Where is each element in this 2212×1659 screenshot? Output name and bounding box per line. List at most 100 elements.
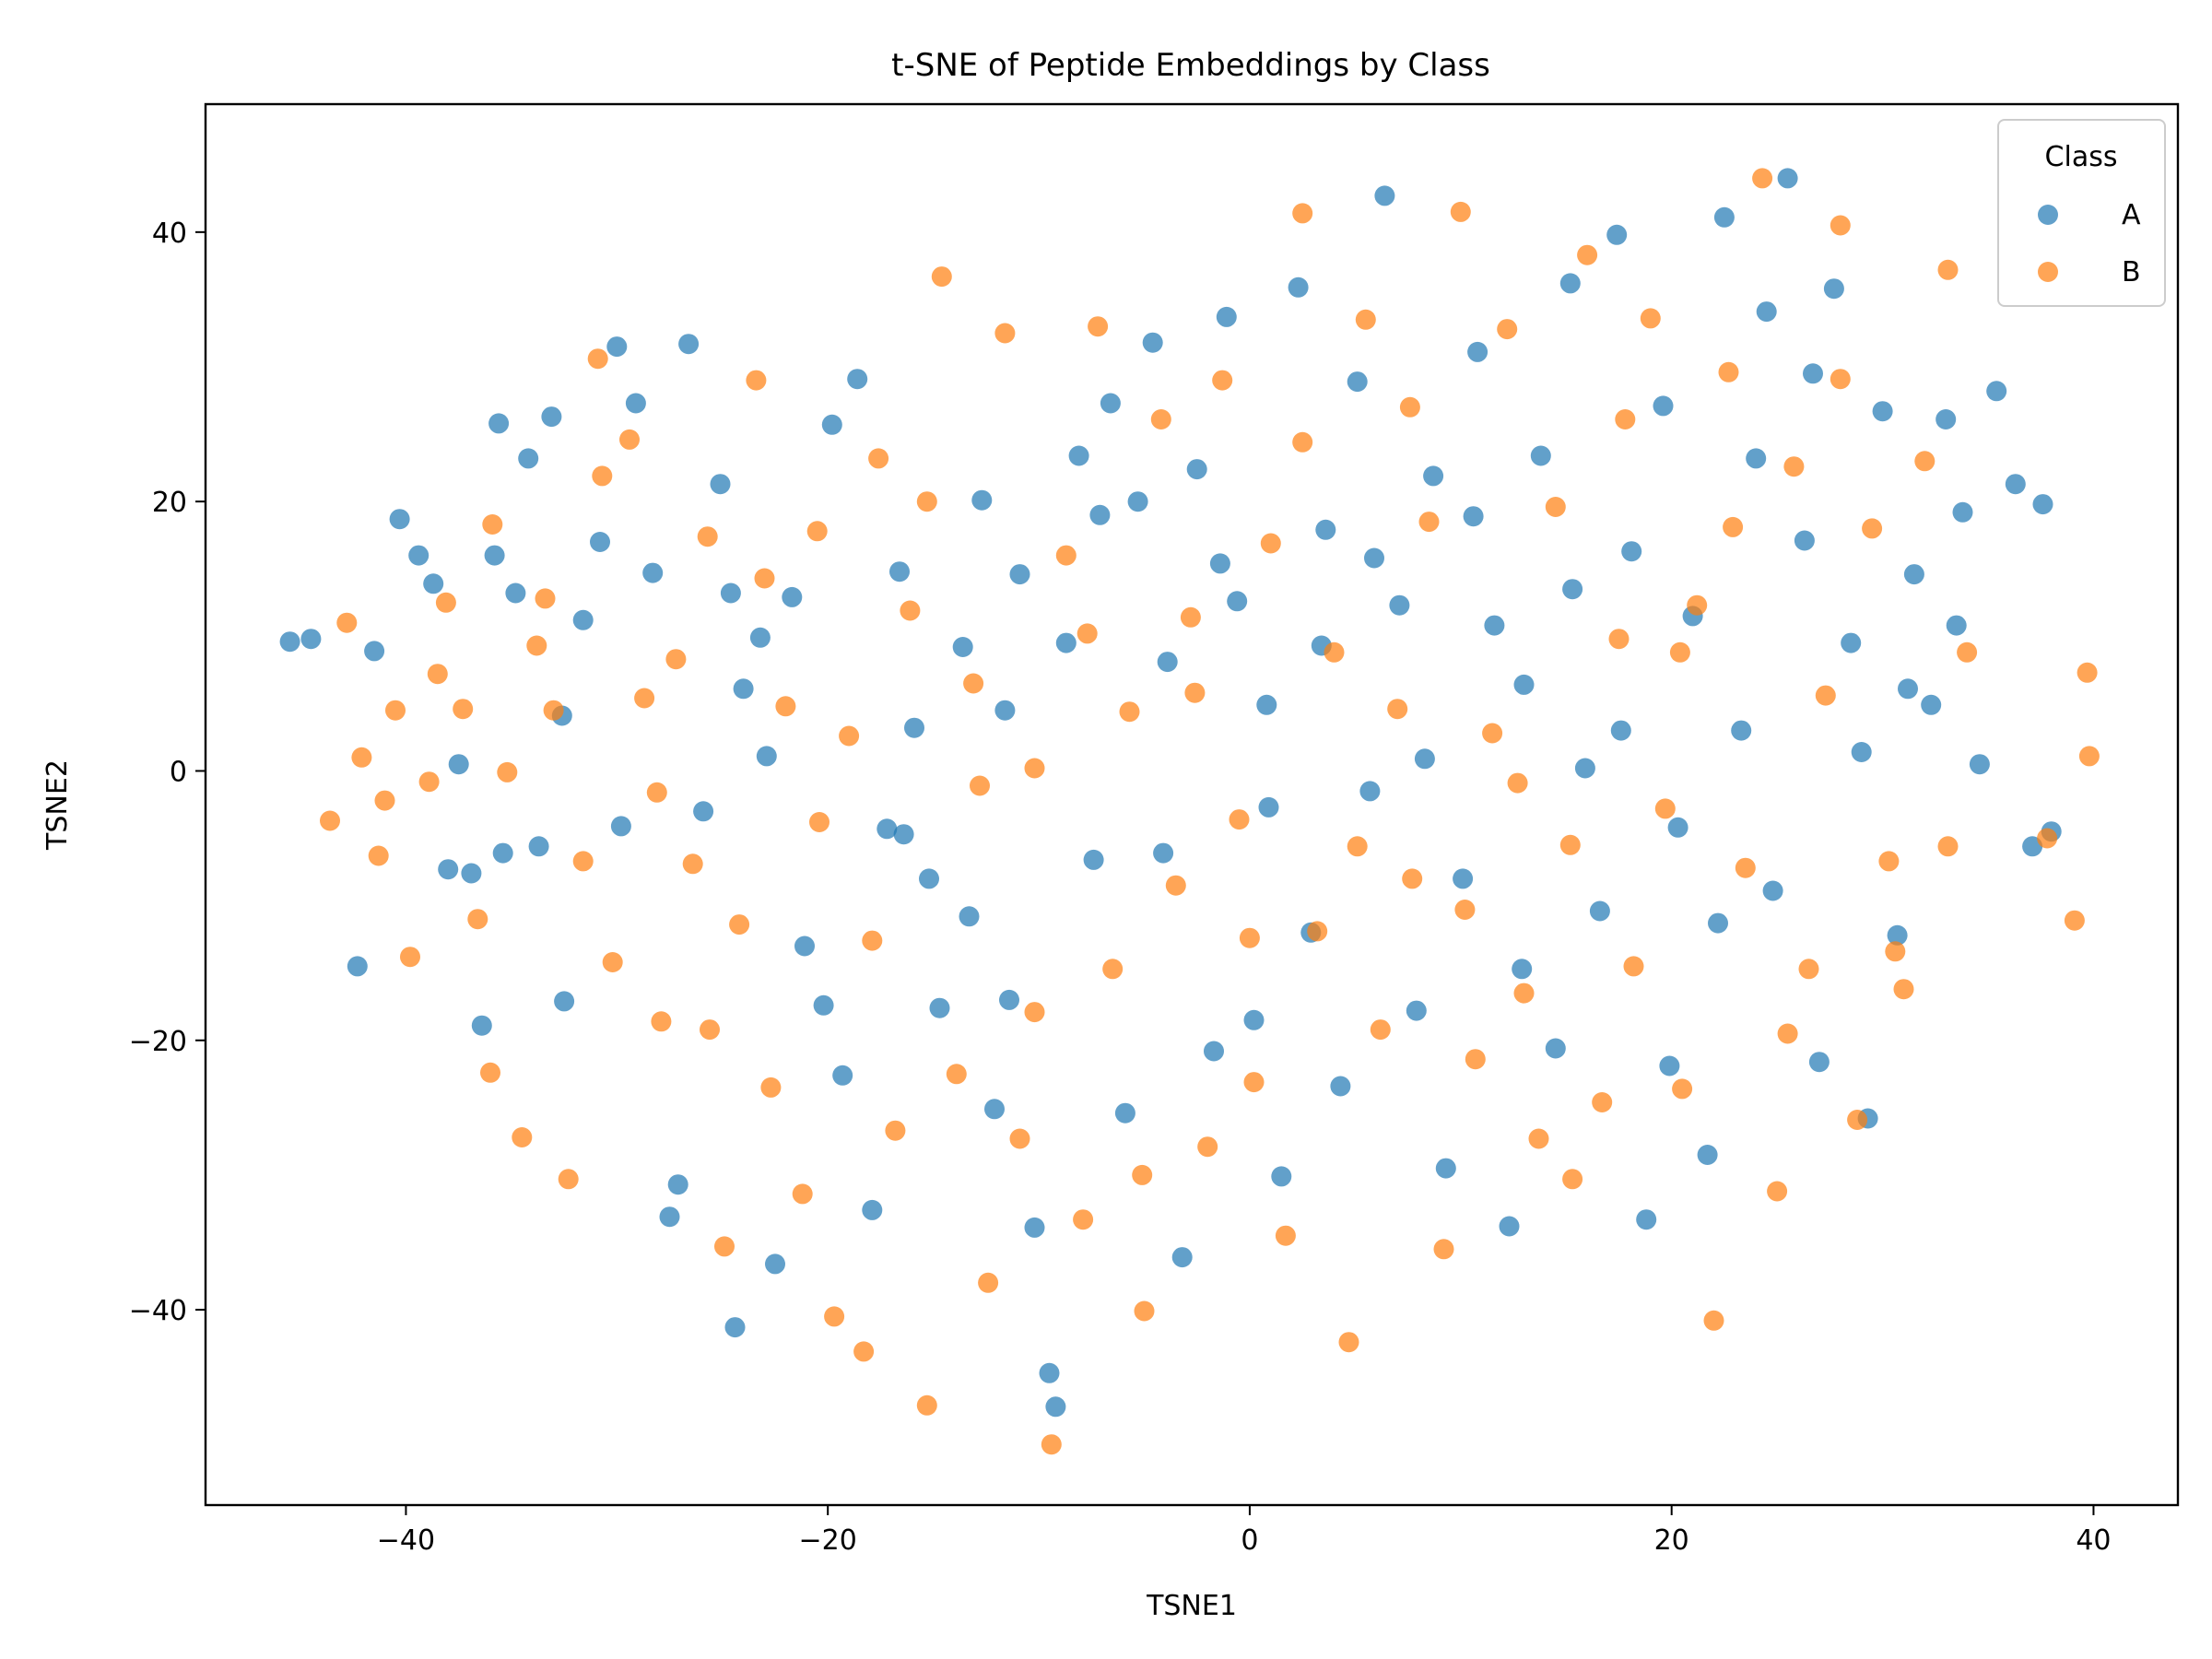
point-a-142: [1898, 678, 1918, 700]
point-b-60: [1260, 533, 1281, 554]
point-a-87: [1636, 1209, 1657, 1230]
point-a-127: [1153, 842, 1174, 864]
point-a-119: [724, 1317, 746, 1338]
point-a-13: [518, 448, 539, 469]
point-a-131: [1364, 547, 1384, 569]
x-tick-label: −20: [799, 1524, 857, 1557]
point-b-126: [1347, 836, 1368, 857]
point-a-59: [1216, 306, 1237, 327]
point-a-46: [1024, 1217, 1045, 1238]
point-a-3: [364, 641, 385, 662]
x-tick-label: 0: [1241, 1524, 1258, 1557]
point-a-57: [1186, 459, 1207, 480]
point-a-74: [1435, 1158, 1456, 1179]
x-tick-label: −40: [377, 1524, 435, 1557]
point-a-89: [1667, 817, 1688, 838]
legend-title: Class: [2045, 141, 2118, 173]
point-b-76: [1513, 982, 1535, 1004]
point-b-16: [572, 851, 594, 872]
point-b-0: [320, 810, 340, 831]
point-a-40: [929, 997, 950, 1018]
point-a-99: [1823, 278, 1844, 300]
point-a-21: [642, 562, 664, 583]
point-b-90: [1735, 857, 1756, 878]
point-a-11: [488, 413, 510, 434]
point-a-53: [1127, 491, 1148, 512]
point-b-39: [931, 266, 952, 288]
point-a-1: [300, 629, 322, 650]
point-b-132: [1669, 641, 1690, 663]
point-b-17: [587, 348, 608, 370]
point-a-79: [1513, 674, 1535, 695]
point-b-110: [480, 1062, 500, 1083]
point-b-47: [1055, 545, 1077, 566]
point-a-88: [1653, 395, 1674, 417]
point-a-63: [1271, 1166, 1292, 1187]
point-a-26: [720, 582, 741, 604]
point-b-34: [853, 1341, 875, 1362]
point-a-129: [1258, 796, 1279, 818]
point-a-28: [749, 627, 771, 648]
point-b-35: [868, 448, 889, 469]
point-b-98: [1862, 518, 1883, 539]
point-a-83: [1574, 758, 1595, 779]
point-a-54: [1142, 332, 1163, 353]
point-b-48: [1073, 1209, 1094, 1230]
point-b-116: [809, 812, 830, 832]
point-a-68: [1347, 371, 1368, 393]
point-a-95: [1762, 880, 1783, 901]
point-b-4: [385, 700, 406, 721]
point-b-82: [1608, 629, 1630, 650]
point-a-102: [1872, 401, 1893, 422]
y-tick-label: 40: [152, 218, 187, 250]
plot-area: [204, 102, 2180, 1507]
point-a-29: [765, 1253, 785, 1275]
point-a-62: [1256, 694, 1277, 715]
point-a-23: [678, 334, 700, 355]
point-b-121: [1077, 623, 1098, 644]
point-b-33: [839, 725, 860, 747]
point-b-43: [994, 323, 1016, 344]
point-b-134: [1777, 1023, 1798, 1044]
point-a-27: [733, 678, 754, 700]
point-b-94: [1798, 959, 1819, 980]
point-b-12: [512, 1127, 533, 1147]
point-b-40: [946, 1064, 967, 1085]
point-b-106: [2077, 662, 2098, 683]
point-b-93: [1783, 456, 1805, 477]
point-a-9: [471, 1015, 492, 1036]
point-b-67: [1370, 1019, 1391, 1041]
point-a-5: [408, 545, 429, 566]
point-b-111: [535, 588, 556, 609]
point-b-81: [1592, 1092, 1613, 1112]
point-a-80: [1530, 445, 1551, 466]
point-a-47: [1039, 1362, 1060, 1383]
point-b-63: [1307, 921, 1328, 942]
point-a-43: [984, 1099, 1005, 1120]
point-a-124: [994, 700, 1016, 721]
point-a-18: [590, 532, 610, 552]
point-b-112: [592, 465, 613, 487]
point-a-100: [1841, 632, 1862, 653]
point-b-38: [916, 1394, 937, 1416]
point-a-8: [461, 863, 482, 884]
point-b-57: [1212, 370, 1233, 391]
point-a-7: [448, 754, 469, 775]
point-b-5: [400, 947, 420, 968]
point-b-21: [651, 1011, 672, 1032]
x-axis-label: TSNE1: [1146, 1590, 1237, 1622]
point-b-53: [1150, 409, 1171, 429]
point-a-37: [889, 561, 910, 582]
point-b-99: [1878, 851, 1900, 872]
point-a-78: [1499, 1216, 1520, 1237]
point-b-25: [714, 1236, 735, 1257]
point-a-77: [1484, 615, 1505, 636]
point-b-75: [1497, 319, 1518, 340]
point-b-104: [2037, 828, 2058, 849]
point-a-115: [492, 842, 513, 864]
point-a-16: [554, 991, 575, 1012]
point-a-133: [1463, 506, 1484, 527]
point-a-12: [505, 582, 526, 604]
legend-label-a: A: [2122, 199, 2141, 231]
point-a-72: [1406, 1000, 1427, 1021]
